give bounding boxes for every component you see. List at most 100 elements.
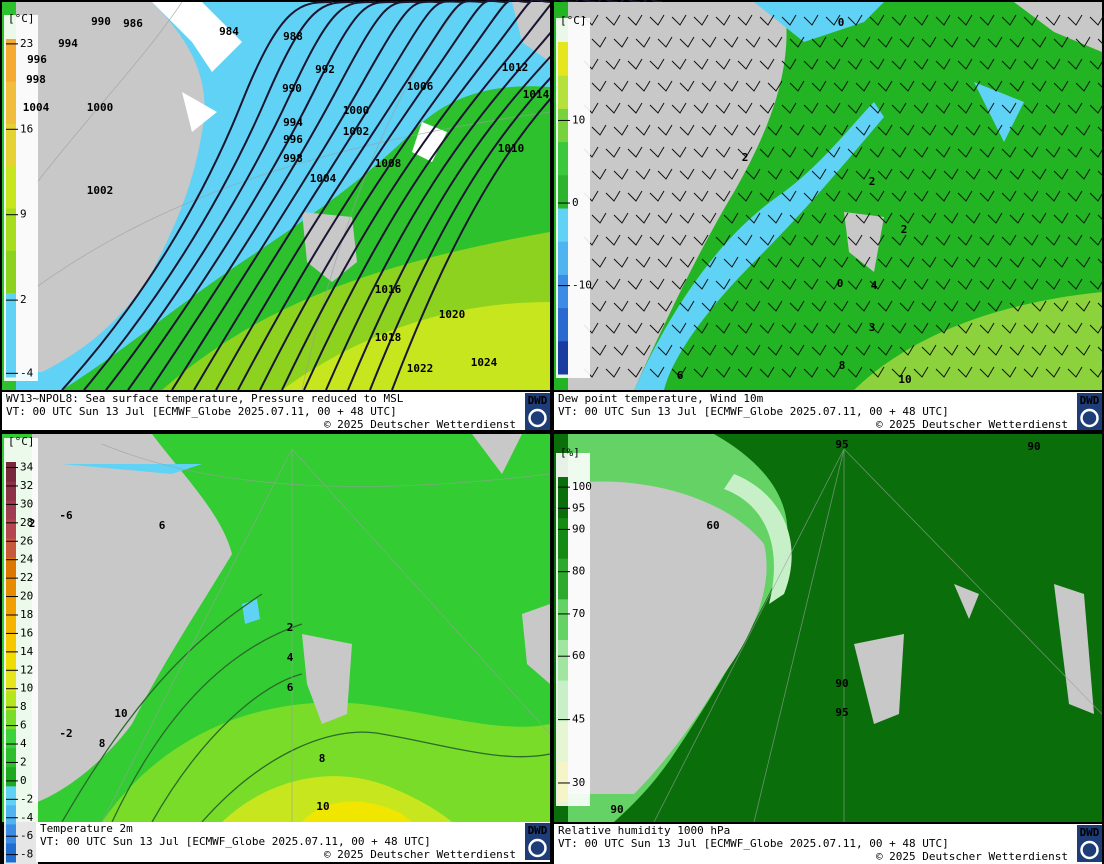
- wind-barb: [833, 300, 849, 312]
- wind-barb: [869, 146, 885, 158]
- wind-barb: [767, 80, 783, 92]
- logo-text: DWD: [528, 394, 548, 407]
- wind-barb: [913, 146, 929, 158]
- legend-tick-label: -8: [20, 848, 33, 861]
- wind-barb: [1001, 102, 1017, 114]
- contour-label: 8: [319, 752, 326, 765]
- wind-barb: [693, 234, 709, 246]
- wind-barb: [987, 300, 1003, 312]
- legend-tick-label: 24: [20, 553, 34, 566]
- wind-barb: [1001, 234, 1017, 246]
- wind-barb: [1045, 190, 1061, 202]
- wind-barb: [1023, 102, 1039, 114]
- wind-barb: [701, 36, 717, 48]
- wind-barb: [723, 256, 739, 268]
- contour-label: 1008: [375, 157, 402, 170]
- wind-barb: [921, 80, 937, 92]
- wind-barb: [825, 234, 841, 246]
- contour-label: 4: [287, 651, 294, 664]
- wind-barb: [715, 234, 731, 246]
- wind-barb: [1001, 58, 1017, 70]
- wind-barb: [657, 344, 673, 356]
- legend-tick-label: 30: [20, 497, 33, 510]
- wind-barb: [715, 102, 731, 114]
- legend-swatch: [558, 340, 568, 375]
- wind-barb: [781, 146, 797, 158]
- legend-swatch: [558, 241, 568, 275]
- wind-barb: [657, 212, 673, 224]
- wind-barb: [767, 124, 783, 136]
- wind-barb: [869, 102, 885, 114]
- wind-barb: [891, 146, 907, 158]
- wind-barb: [627, 146, 643, 158]
- contour-label: 90: [610, 803, 623, 816]
- wind-barb: [943, 168, 959, 180]
- wind-barb: [1097, 126, 1104, 134]
- wind-barb: [921, 212, 937, 224]
- legend-tick-label: 4: [20, 737, 27, 750]
- wind-barb: [943, 212, 959, 224]
- wind-barb: [921, 36, 937, 48]
- caption-copyright: © 2025 Deutscher Wetterdienst: [324, 848, 516, 861]
- wind-barb: [913, 58, 929, 70]
- legend-swatch: [6, 334, 16, 378]
- legend-swatch: [6, 500, 16, 520]
- legend-swatch: [6, 292, 16, 336]
- wind-barb: [943, 36, 959, 48]
- wind-barb: [627, 58, 643, 70]
- wind-barb: [605, 102, 621, 114]
- wind-barb: [671, 234, 687, 246]
- legend-tick-label: 90: [572, 522, 585, 535]
- wind-barb: [627, 102, 643, 114]
- wind-barb: [627, 14, 643, 26]
- contour-label: 1012: [502, 61, 529, 74]
- legend-swatch: [6, 557, 16, 577]
- legend-tick-label: 45: [572, 713, 585, 726]
- wind-barb: [1089, 190, 1104, 202]
- wind-barb: [679, 80, 695, 92]
- wind-barb: [891, 14, 907, 26]
- legend-swatch: [558, 208, 568, 242]
- wind-barb: [891, 278, 907, 290]
- wind-barb: [1075, 212, 1091, 224]
- wind-barb: [979, 102, 995, 114]
- wind-barb: [1097, 38, 1104, 46]
- legend-tick-label: 23: [20, 37, 33, 50]
- wind-barb: [1031, 212, 1047, 224]
- wind-barb: [935, 366, 951, 378]
- logo-box: [1077, 825, 1102, 862]
- wind-barb: [1009, 212, 1025, 224]
- legend-swatch: [6, 633, 16, 653]
- wind-barb: [1045, 322, 1061, 334]
- contour-label: 95: [835, 438, 848, 451]
- wind-barb: [921, 344, 937, 356]
- wind-barb: [649, 146, 665, 158]
- wind-barb: [1097, 214, 1104, 222]
- legend-tick-label: 100: [572, 480, 592, 493]
- wind-barb: [657, 168, 673, 180]
- wind-barb: [1053, 36, 1069, 48]
- contour-label: 992: [315, 63, 335, 76]
- wind-barb: [1067, 58, 1083, 70]
- wind-barb: [987, 344, 1003, 356]
- wind-barb: [789, 212, 805, 224]
- legend-swatch: [558, 761, 568, 803]
- wind-barb: [825, 14, 841, 26]
- contour-label: 1018: [375, 331, 402, 344]
- wind-barb: [833, 344, 849, 356]
- wind-barb: [899, 212, 915, 224]
- wind-barb: [1067, 366, 1083, 378]
- wind-barb: [913, 14, 929, 26]
- wind-barb: [833, 256, 849, 268]
- contour-label: 984: [219, 25, 239, 38]
- legend-swatch: [558, 598, 568, 640]
- wind-barb: [811, 300, 827, 312]
- wind-barb: [789, 80, 805, 92]
- wind-barb: [869, 58, 885, 70]
- contour-label: 2: [29, 517, 36, 530]
- wind-barb: [649, 102, 665, 114]
- wind-barb: [701, 80, 717, 92]
- wind-barb: [899, 344, 915, 356]
- wind-barb: [803, 190, 819, 202]
